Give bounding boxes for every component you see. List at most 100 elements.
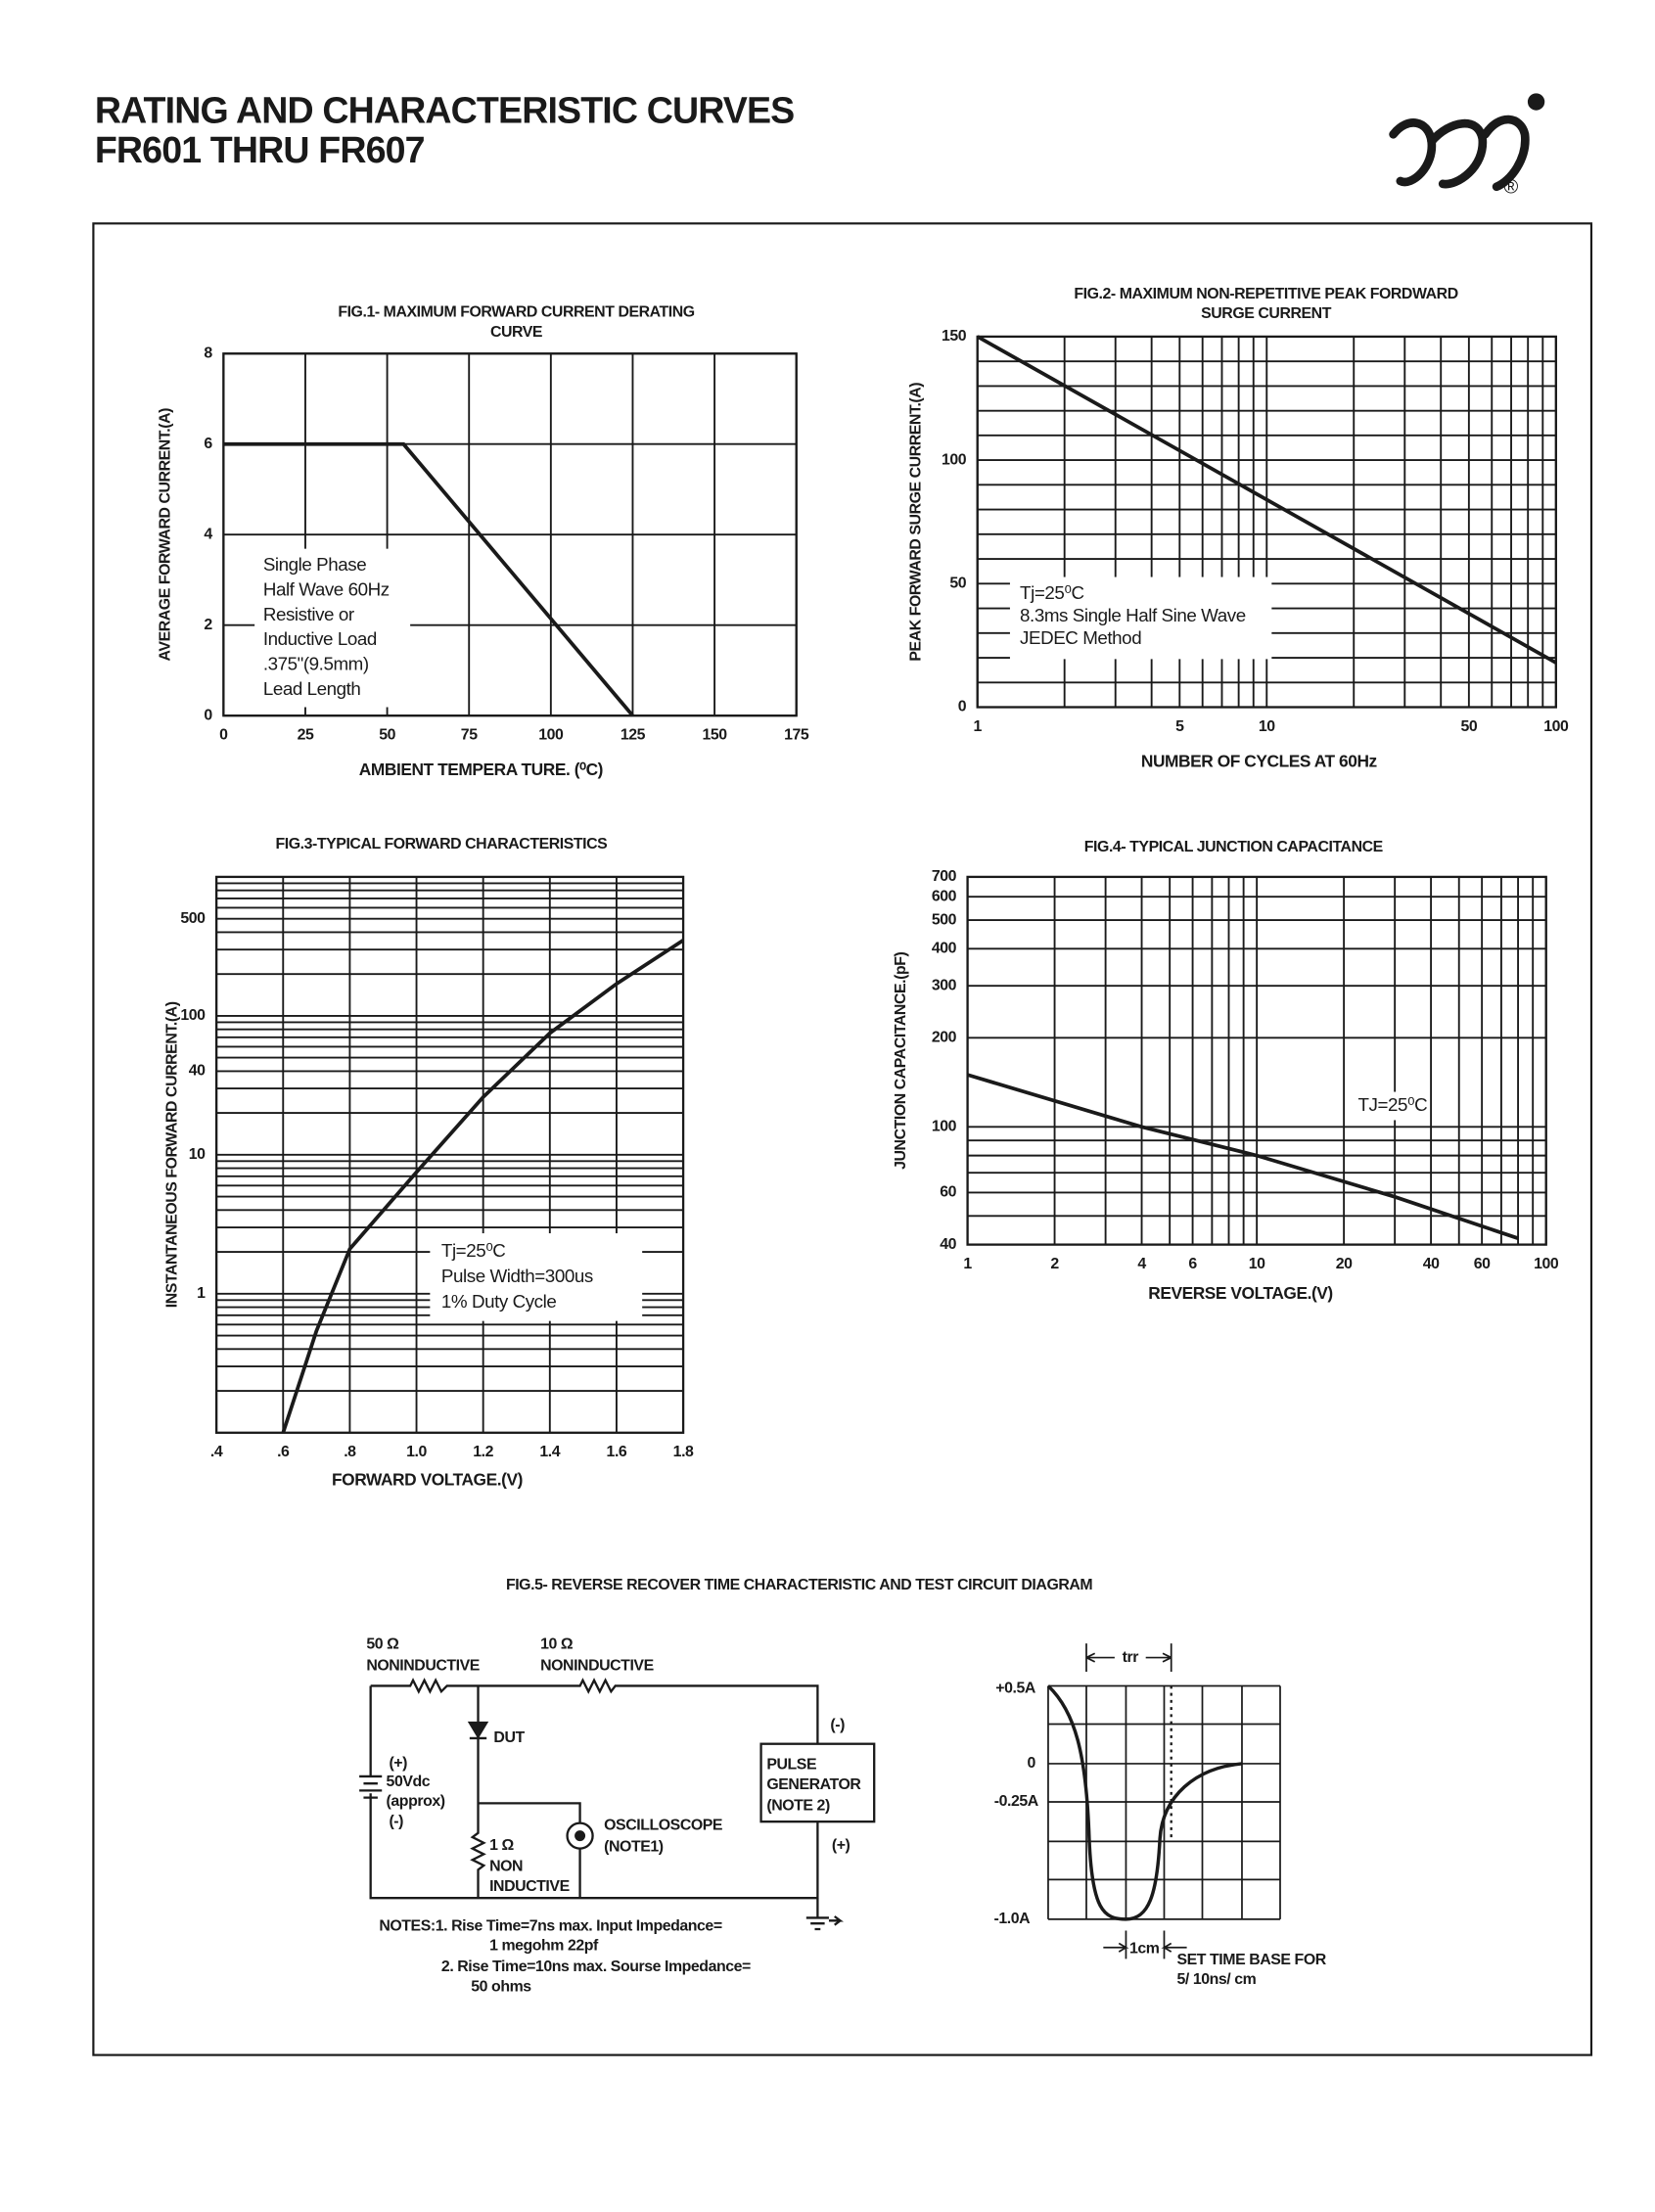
fig5-label: (+) [389,1755,407,1772]
x-tick-label: 4 [1137,1256,1146,1272]
fig5-label: INDUCTIVE [489,1878,570,1895]
fig5-label: 2. Rise Time=10ns max. Sourse Impedance= [441,1959,751,1975]
y-axis-label: JUNCTION CAPACITANCE.(pF) [893,951,909,1169]
y-tick-label: 100 [932,1119,957,1135]
x-tick-label: 0 [219,727,228,744]
x-tick-label: 100 [1543,718,1569,735]
fig5-label: (NOTE 2) [766,1797,830,1814]
y-tick-label: 200 [932,1030,957,1046]
x-tick-label: 2 [1050,1256,1059,1272]
y-tick-label: 2 [204,617,212,633]
circuit-wire [478,1802,581,1899]
x-tick-label: 150 [702,727,727,744]
x-tick-label: 1 [963,1256,972,1272]
x-tick-label: 1.0 [406,1444,427,1460]
annotation-box [1351,1091,1422,1121]
x-tick-label: 25 [298,727,314,744]
y-tick-label: 4 [204,526,212,542]
trr-arrows [1085,1643,1172,1673]
y-tick-label: 10 [189,1146,206,1163]
data-line [281,939,685,1434]
chart: FIG.4- TYPICAL JUNCTION CAPACITANCE 1 2 4 6 1… [893,839,1559,1303]
y-tick-label: 150 [942,328,967,345]
oscilloscope-center [575,1830,586,1842]
chart-title: FIG.1- MAXIMUM FORWARD CURRENT DERATING [338,304,694,321]
plot-frame [976,335,1557,709]
fig5-label: 50 Ω [366,1636,399,1653]
annotation: Half Wave 60Hz [263,578,390,599]
chart: FIG.1- MAXIMUM FORWARD CURRENT DERATING C… [157,304,809,780]
x-tick-label: 1.8 [673,1444,694,1460]
y-tick-label: 60 [940,1184,956,1201]
pulse-generator [759,1742,876,1823]
y-tick-label: 400 [932,941,957,957]
x-axis-label: REVERSE VOLTAGE.(V) [1148,1283,1333,1303]
x-tick-label: 40 [1423,1256,1440,1272]
x-tick-label: 50 [1460,718,1477,735]
y-tick-label: 1 [197,1285,206,1302]
logo-stroke [1427,118,1488,189]
annotation: Tj=25⁰C [441,1240,506,1261]
waveform-grid [1047,1684,1281,1920]
fig5-label: 5/ 10ns/ cm [1176,1971,1256,1988]
cm-arrows [1103,1930,1187,1959]
y-tick-label: 8 [204,345,212,361]
chart-title: CURVE [490,324,542,341]
x-tick-label: 5 [1175,718,1184,735]
annotation-box [430,1233,643,1321]
grid-lines [1047,1684,1281,1920]
logo-registered: ® [1503,177,1518,199]
logo-stroke [1389,118,1437,187]
chart: FIG.3-TYPICAL FORWARD CHARACTERISTICS .4.… [164,836,695,1490]
y-tick-label: 700 [932,868,957,885]
fig5-label: (NOTE1) [604,1838,664,1855]
y-axis-label: AVERAGE FORWARD CURRENT.(A) [157,408,173,662]
annotation: Pulse Width=300us [441,1266,593,1286]
annotation: Single Phase [263,554,366,575]
x-tick-label: 10 [1249,1256,1265,1272]
y-tick-label: 50 [949,576,966,592]
x-tick-label: 75 [461,727,478,744]
x-tick-label: 175 [784,727,809,744]
y-tick-label: 6 [204,436,212,452]
y-tick-label: 40 [940,1236,956,1253]
data-line [976,335,1557,665]
x-tick-label: 100 [538,727,564,744]
chart: FIG.2- MAXIMUM NON-REPETITIVE PEAK FORDW… [908,286,1570,771]
fig5-label: 0 [1028,1755,1036,1772]
fig5-diagram [359,1643,1281,1959]
logo-dot [1527,93,1545,111]
x-tick-label: 125 [621,727,646,744]
x-tick-label: 1.4 [539,1444,560,1460]
x-tick-label: 1.2 [473,1444,493,1460]
y-tick-label: 500 [932,911,957,928]
y-tick-label: 100 [942,451,967,468]
data-line [223,441,634,717]
chart-title: FIG.3-TYPICAL FORWARD CHARACTERISTICS [276,836,608,853]
y-axis-label: PEAK FORWARD SURGE CURRENT.(A) [908,383,925,662]
fig5-label: NONINDUCTIVE [366,1657,480,1674]
logo-stroke [1481,115,1530,192]
annotation: Tj=25⁰C [1020,582,1084,603]
battery [359,1774,383,1799]
annotation-box [254,548,411,708]
annotation: Lead Length [263,678,361,699]
annotation: 8.3ms Single Half Sine Wave [1020,605,1246,625]
fig5-label: 1 Ω [489,1837,514,1854]
y-axis-label: INSTANTANEOUS FORWARD CURRENT.(A) [164,1001,181,1308]
chart-title: FIG.4- TYPICAL JUNCTION CAPACITANCE [1084,839,1383,855]
page-subtitle: FR601 THRU FR607 [95,129,425,170]
fig5-label: SET TIME BASE FOR [1176,1952,1326,1968]
page-title: RATING AND CHARACTERISTIC CURVES [95,90,795,131]
x-tick-label: 10 [1259,718,1275,735]
fig5-label: 50Vdc [387,1774,431,1790]
oscilloscope [566,1821,594,1850]
diode [467,1721,489,1740]
fig5-label: NON [489,1859,523,1875]
fig5-label: DUT [493,1729,525,1746]
fig5-label: (approx) [387,1793,445,1810]
y-tick-label: 0 [958,699,967,715]
fig5-label: 1 megohm 22pf [489,1938,599,1955]
x-tick-label: 6 [1188,1256,1197,1272]
x-tick-label: 100 [1534,1256,1559,1272]
